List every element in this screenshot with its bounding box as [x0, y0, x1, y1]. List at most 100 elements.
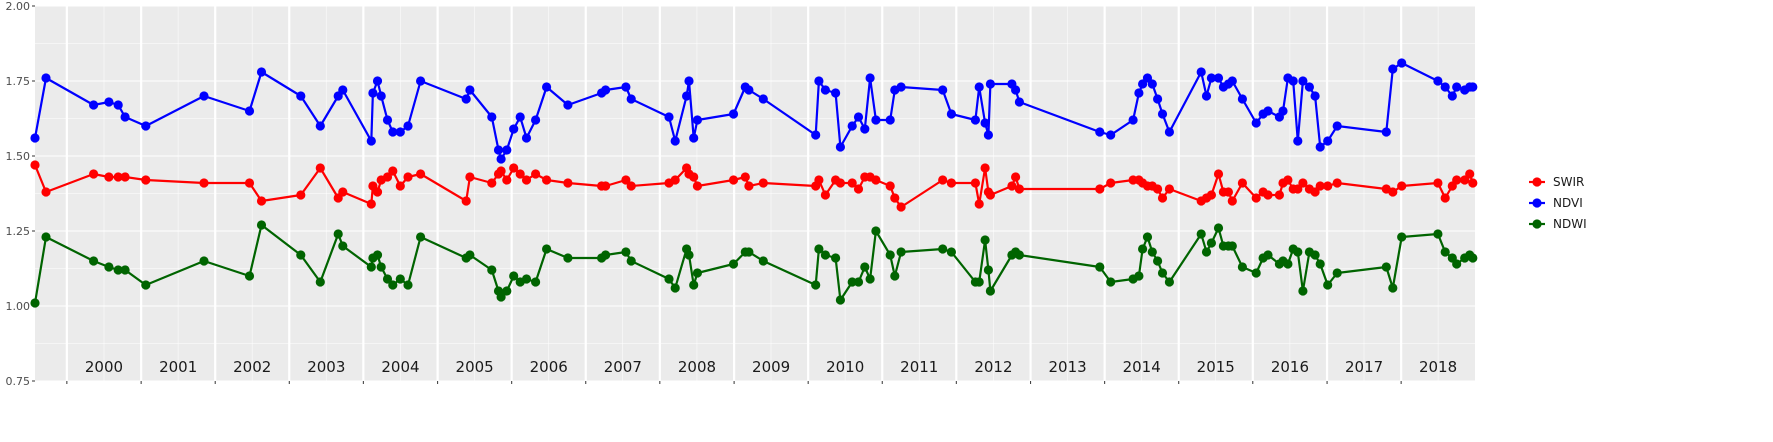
data-point [938, 85, 948, 95]
data-point [758, 94, 768, 104]
data-point [104, 262, 114, 272]
data-point [1237, 94, 1247, 104]
data-point [496, 292, 506, 302]
data-point [1157, 109, 1168, 119]
data-point [938, 244, 948, 254]
data-point [1095, 127, 1105, 137]
data-point [985, 286, 996, 296]
data-point [141, 175, 151, 185]
data-point [416, 232, 426, 242]
data-point [563, 178, 573, 188]
data-point [1323, 136, 1333, 146]
year-label: 2007 [604, 358, 642, 376]
data-point [113, 265, 123, 275]
y-tick-label: 1.25 [6, 225, 31, 238]
data-point [974, 199, 984, 209]
data-point [315, 277, 325, 287]
data-point [113, 172, 123, 182]
data-point [315, 121, 325, 131]
data-point [983, 130, 994, 140]
data-point [531, 115, 541, 125]
data-point [744, 247, 754, 257]
data-point [1251, 268, 1261, 278]
data-point [395, 127, 405, 137]
data-point [728, 109, 739, 119]
data-point [1153, 184, 1163, 194]
data-point [1298, 178, 1308, 188]
data-point [395, 181, 405, 191]
data-point [601, 250, 611, 260]
data-point [831, 253, 841, 263]
data-point [1293, 136, 1303, 146]
data-point [946, 109, 957, 119]
data-point [1447, 91, 1457, 101]
data-point [89, 256, 99, 266]
data-point [626, 94, 636, 104]
y-tick-label: 1.75 [6, 75, 31, 88]
data-point [502, 145, 512, 155]
data-point [1106, 178, 1116, 188]
data-point [515, 112, 525, 122]
data-point [1227, 76, 1237, 86]
data-point [487, 112, 497, 122]
major-grid [35, 5, 1475, 382]
data-point [1128, 115, 1138, 125]
data-point [1196, 229, 1206, 239]
year-label: 2015 [1197, 358, 1235, 376]
data-point [1323, 181, 1333, 191]
data-point [199, 256, 209, 266]
data-point [366, 262, 376, 272]
data-point [689, 280, 699, 290]
data-point [1153, 94, 1163, 104]
data-point [1310, 91, 1320, 101]
data-point [621, 175, 631, 185]
data-point [542, 244, 552, 254]
data-point [811, 280, 821, 290]
data-point [847, 178, 857, 188]
data-point [860, 124, 870, 134]
data-point [1213, 223, 1224, 233]
data-point [563, 100, 573, 110]
data-point [1433, 178, 1443, 188]
data-point [1251, 118, 1261, 128]
data-point [487, 178, 497, 188]
data-point [1095, 262, 1105, 272]
data-point [41, 187, 51, 197]
year-label: 2014 [1123, 358, 1161, 376]
data-point [1274, 190, 1284, 200]
data-point [521, 133, 532, 143]
data-point [1388, 283, 1398, 293]
data-point [496, 154, 506, 164]
minor-grid [35, 6, 1475, 381]
data-point [1381, 127, 1391, 137]
data-point [1237, 262, 1247, 272]
data-point [1293, 247, 1303, 257]
data-point [382, 172, 393, 182]
series-ndvi [30, 58, 1478, 164]
y-axis: 0.75 1.00 1.25 1.50 1.75 2.00 [6, 0, 35, 388]
data-point [626, 256, 636, 266]
data-point [820, 190, 831, 200]
data-point [970, 115, 981, 125]
data-point [1288, 76, 1298, 86]
data-point [865, 73, 875, 83]
data-point [728, 259, 739, 269]
data-point [1164, 127, 1174, 137]
data-point [338, 85, 348, 95]
data-point [692, 115, 703, 125]
series-layer [30, 58, 1478, 308]
data-point [1452, 259, 1462, 269]
data-point [847, 121, 857, 131]
data-point [980, 118, 990, 128]
data-point [89, 100, 99, 110]
data-point [664, 274, 674, 284]
data-point [296, 250, 306, 260]
data-point [860, 262, 870, 272]
legend-label: NDWI [1553, 217, 1587, 231]
data-point [1388, 64, 1398, 74]
data-point [531, 277, 541, 287]
data-point [621, 82, 631, 92]
data-point [1310, 250, 1320, 260]
data-point [896, 202, 906, 212]
